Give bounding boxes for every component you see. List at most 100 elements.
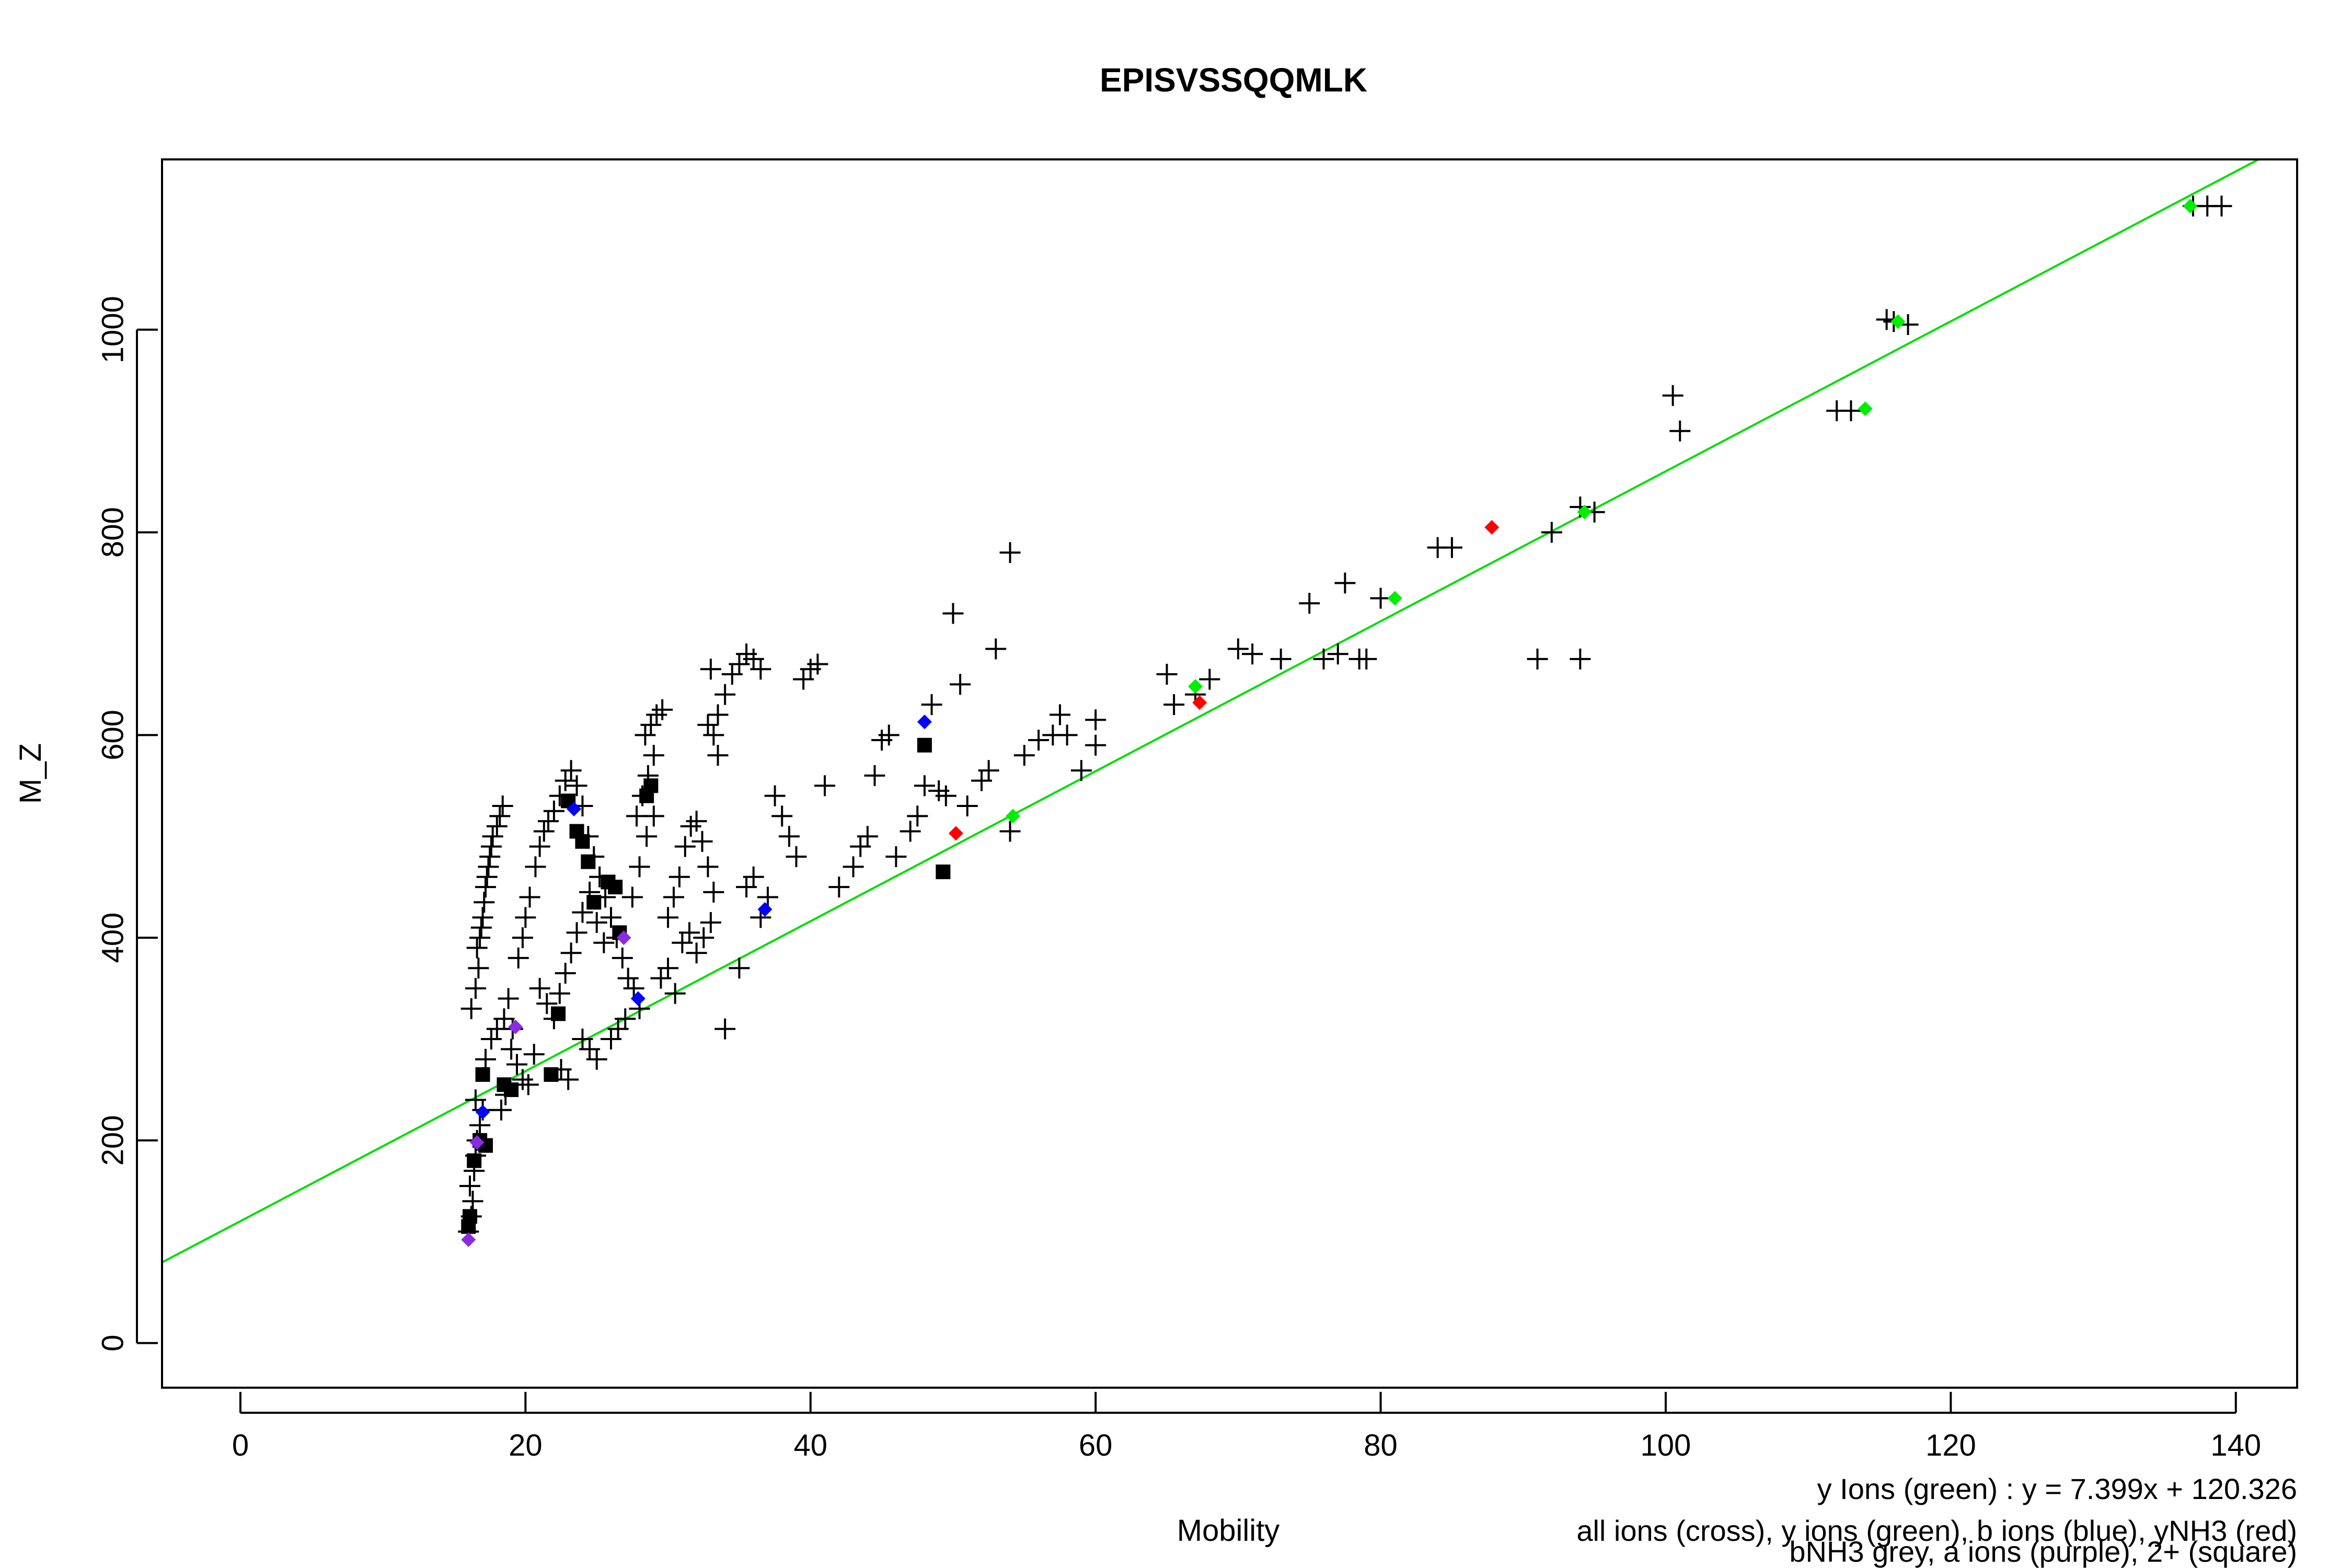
data-point-cross (519, 886, 540, 908)
data-point-cross (864, 765, 885, 786)
data-point-cross (486, 815, 508, 837)
data-point-cross (515, 907, 536, 928)
points-layer (458, 195, 2232, 1247)
data-point-cross (1242, 643, 1263, 665)
data-point-cross (2211, 195, 2232, 217)
data-point-cross (668, 866, 690, 887)
data-point-cross (1356, 648, 1377, 670)
x-tick-label: 100 (1641, 1428, 1691, 1462)
data-point-diamond (2183, 199, 2198, 214)
data-point-diamond (616, 930, 631, 946)
data-point-cross (512, 927, 533, 949)
data-point-cross (586, 1048, 607, 1070)
data-point-cross (1013, 745, 1035, 766)
data-point-cross (697, 856, 719, 878)
data-point-square (586, 895, 602, 910)
data-point-cross (459, 1175, 481, 1197)
data-point-cross (658, 907, 679, 928)
data-point-cross (482, 826, 503, 847)
data-point-cross (601, 907, 621, 928)
data-point-cross (697, 714, 719, 735)
data-point-square (475, 1067, 490, 1082)
data-point-cross (469, 1114, 491, 1136)
data-point-cross (512, 1069, 533, 1090)
data-point-square (504, 1082, 519, 1097)
data-point-cross (999, 542, 1021, 563)
legend-line-2: bNH3 grey, a ions (purple), 2+ (square) (1789, 1535, 2297, 1568)
data-point-cross (693, 927, 714, 949)
data-point-cross (640, 714, 662, 735)
data-point-cross (529, 836, 550, 857)
x-tick-label: 0 (232, 1428, 249, 1462)
data-point-cross (586, 912, 607, 933)
data-point-cross (621, 886, 643, 908)
series-y-ions-green (1006, 199, 2198, 824)
data-point-cross (566, 922, 587, 943)
data-point-diamond (567, 801, 582, 816)
data-point-cross (460, 998, 482, 1019)
data-point-cross (999, 821, 1021, 842)
data-point-cross (475, 1048, 497, 1070)
data-point-cross (501, 1039, 522, 1060)
data-point-cross (523, 1044, 545, 1065)
data-point-cross (658, 958, 679, 979)
data-point-cross (743, 866, 764, 887)
data-point-diamond (1188, 679, 1203, 694)
data-point-cross (636, 826, 658, 847)
data-point-cross (1662, 385, 1684, 406)
data-point-cross (935, 785, 956, 806)
data-point-cross (1085, 734, 1106, 756)
fit-line-layer (162, 159, 2261, 1264)
data-point-square (936, 864, 951, 880)
data-point-cross (680, 815, 701, 837)
data-point-diamond (508, 1019, 523, 1034)
data-point-cross (555, 770, 576, 791)
data-point-cross (942, 603, 964, 624)
x-tick-label: 140 (2210, 1428, 2261, 1462)
data-point-cross (623, 978, 644, 999)
data-point-cross (533, 821, 555, 842)
data-point-cross (489, 805, 511, 827)
data-point-diamond (1577, 504, 1592, 520)
data-point-cross (615, 1008, 636, 1030)
data-point-cross (549, 983, 570, 1004)
data-point-diamond (757, 902, 773, 917)
data-point-cross (469, 927, 491, 949)
data-point-cross (843, 856, 864, 878)
y-axis: 0 200 400 600 800 1000 (96, 296, 158, 1352)
data-point-square (551, 1006, 566, 1021)
data-point-diamond (475, 1104, 490, 1120)
data-point-cross (538, 811, 559, 832)
data-point-square (608, 880, 623, 895)
data-point-cross (491, 1099, 512, 1121)
data-point-cross (907, 805, 928, 827)
data-point-cross (470, 917, 492, 938)
data-point-diamond (630, 991, 645, 1006)
data-point-cross (462, 1191, 483, 1212)
data-point-cross (700, 912, 721, 933)
data-point-diamond (1858, 401, 1873, 416)
data-point-cross (985, 638, 1007, 660)
x-tick-label: 40 (794, 1428, 828, 1462)
y-tick-label: 0 (96, 1335, 130, 1352)
data-point-cross (474, 892, 495, 913)
data-point-cross (828, 877, 850, 898)
data-point-cross (691, 831, 713, 852)
data-point-cross (714, 684, 736, 705)
data-point-cross (729, 958, 750, 979)
data-point-cross (707, 704, 729, 725)
data-point-diamond (1890, 314, 1906, 329)
chart-title: EPISVSSQQMLK (1100, 61, 1367, 99)
data-point-cross (479, 846, 501, 867)
data-point-cross (465, 978, 486, 999)
data-point-cross (536, 993, 558, 1014)
data-point-cross (517, 1074, 539, 1096)
data-point-cross (492, 795, 513, 817)
data-point-cross (480, 836, 502, 857)
data-point-square (575, 834, 590, 849)
data-point-cross (508, 947, 529, 969)
data-point-cross (778, 826, 800, 847)
y-tick-label: 400 (96, 913, 130, 963)
data-point-cross (878, 724, 900, 746)
